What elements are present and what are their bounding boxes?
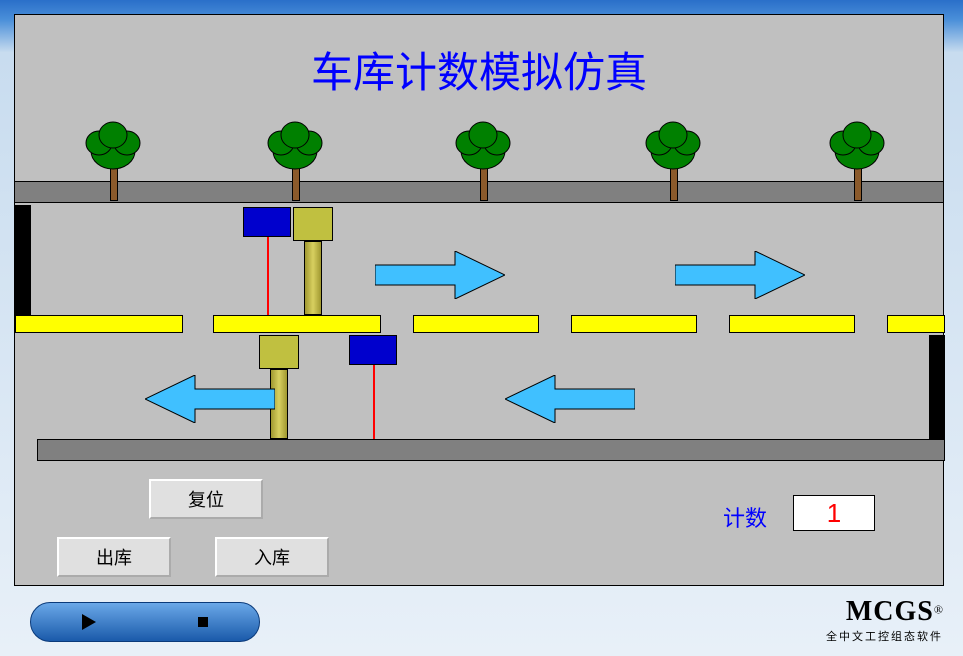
lane-dash — [571, 315, 697, 333]
play-icon[interactable] — [82, 614, 96, 630]
count-label: 计数 — [723, 501, 767, 533]
barrier-cap — [259, 335, 299, 369]
page-title: 车库计数模拟仿真 — [15, 39, 943, 100]
lane-dash — [15, 315, 183, 333]
lane-dash — [887, 315, 945, 333]
stop-icon[interactable] — [198, 617, 208, 627]
reset-button[interactable]: 复位 — [149, 479, 263, 519]
enter-button-label: 入库 — [254, 544, 290, 570]
sensor-top — [243, 207, 291, 237]
brand-reg: ® — [934, 603, 943, 617]
lane-dash — [729, 315, 855, 333]
exit-button[interactable]: 出库 — [57, 537, 171, 577]
arrow-right-icon — [675, 251, 805, 304]
tree-icon — [265, 121, 325, 197]
lane-dash — [213, 315, 381, 333]
checker-left — [15, 205, 31, 315]
tree-icon — [827, 121, 887, 197]
brand-main: MCGS — [846, 596, 934, 627]
count-value: 1 — [827, 498, 841, 529]
tree-icon — [643, 121, 703, 197]
arrow-left-icon — [145, 375, 275, 428]
simulation-frame: 车库计数模拟仿真 复位 出库 入库 — [14, 14, 944, 586]
tree-icon — [453, 121, 513, 197]
sensor-bottom — [349, 335, 397, 365]
exit-button-label: 出库 — [96, 544, 132, 570]
lane-dash — [413, 315, 539, 333]
bottom-road — [37, 439, 945, 461]
arrow-right-icon — [375, 251, 505, 304]
checker-right — [929, 335, 945, 439]
laser-bottom — [373, 365, 375, 439]
arrow-left-icon — [505, 375, 635, 428]
reset-button-label: 复位 — [188, 486, 224, 512]
enter-button[interactable]: 入库 — [215, 537, 329, 577]
barrier-cap — [293, 207, 333, 241]
brand-sub: 全中文工控组态软件 — [826, 628, 943, 644]
brand-logo: MCGS® 全中文工控组态软件 — [826, 596, 943, 644]
count-display: 1 — [793, 495, 875, 531]
tree-icon — [83, 121, 143, 197]
player-bar — [30, 602, 260, 642]
laser-top — [267, 237, 269, 315]
barrier-post — [304, 241, 322, 315]
